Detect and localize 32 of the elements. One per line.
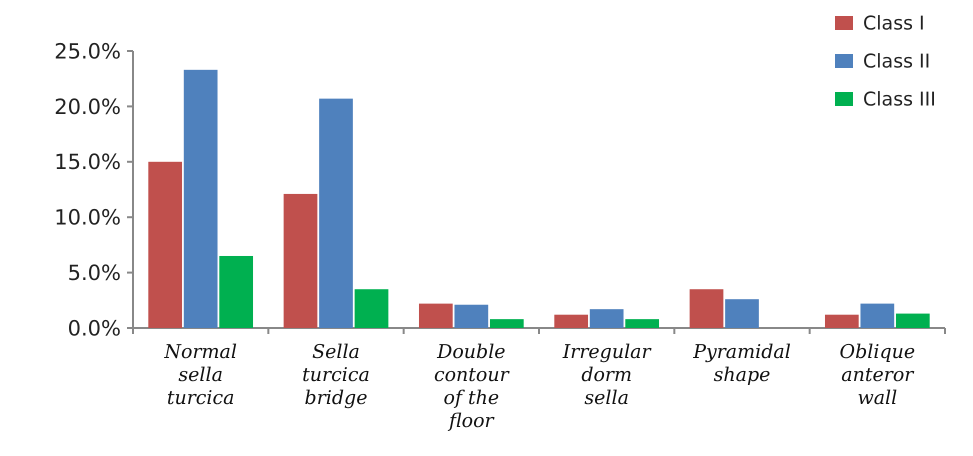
bar — [319, 98, 353, 328]
x-tick-label: Double contour of the floor — [434, 341, 511, 432]
bar — [860, 304, 894, 328]
bar — [418, 304, 453, 328]
x-tick-label: Oblique anteror wall — [840, 341, 916, 409]
y-tick-label: 25.0% — [54, 39, 121, 64]
bar — [219, 256, 254, 328]
bar — [896, 314, 930, 328]
bar — [625, 319, 660, 328]
legend-label: Class I — [863, 12, 925, 35]
bar — [354, 289, 388, 328]
legend-label: Class III — [863, 88, 936, 111]
bar — [148, 162, 182, 328]
y-tick-label: 10.0% — [54, 206, 121, 230]
bar — [590, 309, 624, 328]
bar — [824, 314, 859, 328]
bar — [284, 194, 318, 328]
legend-label: Class II — [863, 50, 930, 73]
bar — [454, 304, 488, 328]
y-tick-label: 15.0% — [54, 150, 121, 174]
bar — [690, 289, 724, 328]
x-tick-label: Normal sella turcica — [163, 341, 237, 409]
bar — [554, 314, 588, 328]
y-tick-label: 0.0% — [68, 316, 121, 340]
y-tick-label: 20.0% — [54, 94, 121, 119]
bar — [725, 299, 759, 328]
x-tick-label: Irregular dorm sella — [562, 341, 652, 409]
x-tick-label: Pyramidal shape — [692, 341, 791, 386]
y-tick-label: 5.0% — [68, 260, 121, 285]
x-tick-label: Sella turcica bridge — [302, 341, 370, 409]
bar — [490, 319, 524, 328]
bar — [184, 70, 218, 328]
